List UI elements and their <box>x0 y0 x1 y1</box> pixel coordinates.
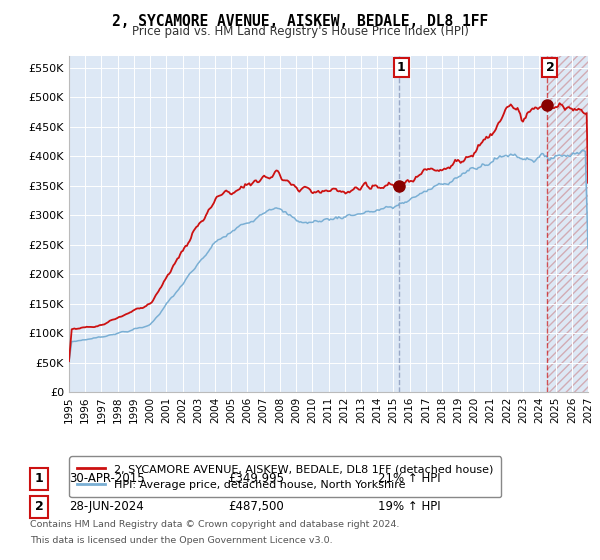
Text: Price paid vs. HM Land Registry's House Price Index (HPI): Price paid vs. HM Land Registry's House … <box>131 25 469 38</box>
Text: 1: 1 <box>397 61 406 74</box>
Text: Contains HM Land Registry data © Crown copyright and database right 2024.: Contains HM Land Registry data © Crown c… <box>30 520 400 529</box>
Text: 1: 1 <box>35 472 43 486</box>
Text: 2, SYCAMORE AVENUE, AISKEW, BEDALE, DL8 1FF: 2, SYCAMORE AVENUE, AISKEW, BEDALE, DL8 … <box>112 14 488 29</box>
Legend: 2, SYCAMORE AVENUE, AISKEW, BEDALE, DL8 1FF (detached house), HPI: Average price: 2, SYCAMORE AVENUE, AISKEW, BEDALE, DL8 … <box>70 456 501 497</box>
Bar <box>547 56 588 392</box>
Text: 30-APR-2015: 30-APR-2015 <box>69 472 145 486</box>
Text: 28-JUN-2024: 28-JUN-2024 <box>69 500 144 514</box>
Text: £487,500: £487,500 <box>228 500 284 514</box>
Text: 19% ↑ HPI: 19% ↑ HPI <box>378 500 440 514</box>
Text: 2: 2 <box>545 61 554 74</box>
Text: £349,995: £349,995 <box>228 472 284 486</box>
Text: 21% ↑ HPI: 21% ↑ HPI <box>378 472 440 486</box>
Text: 2: 2 <box>35 500 43 514</box>
Bar <box>547 56 588 392</box>
Text: This data is licensed under the Open Government Licence v3.0.: This data is licensed under the Open Gov… <box>30 536 332 545</box>
